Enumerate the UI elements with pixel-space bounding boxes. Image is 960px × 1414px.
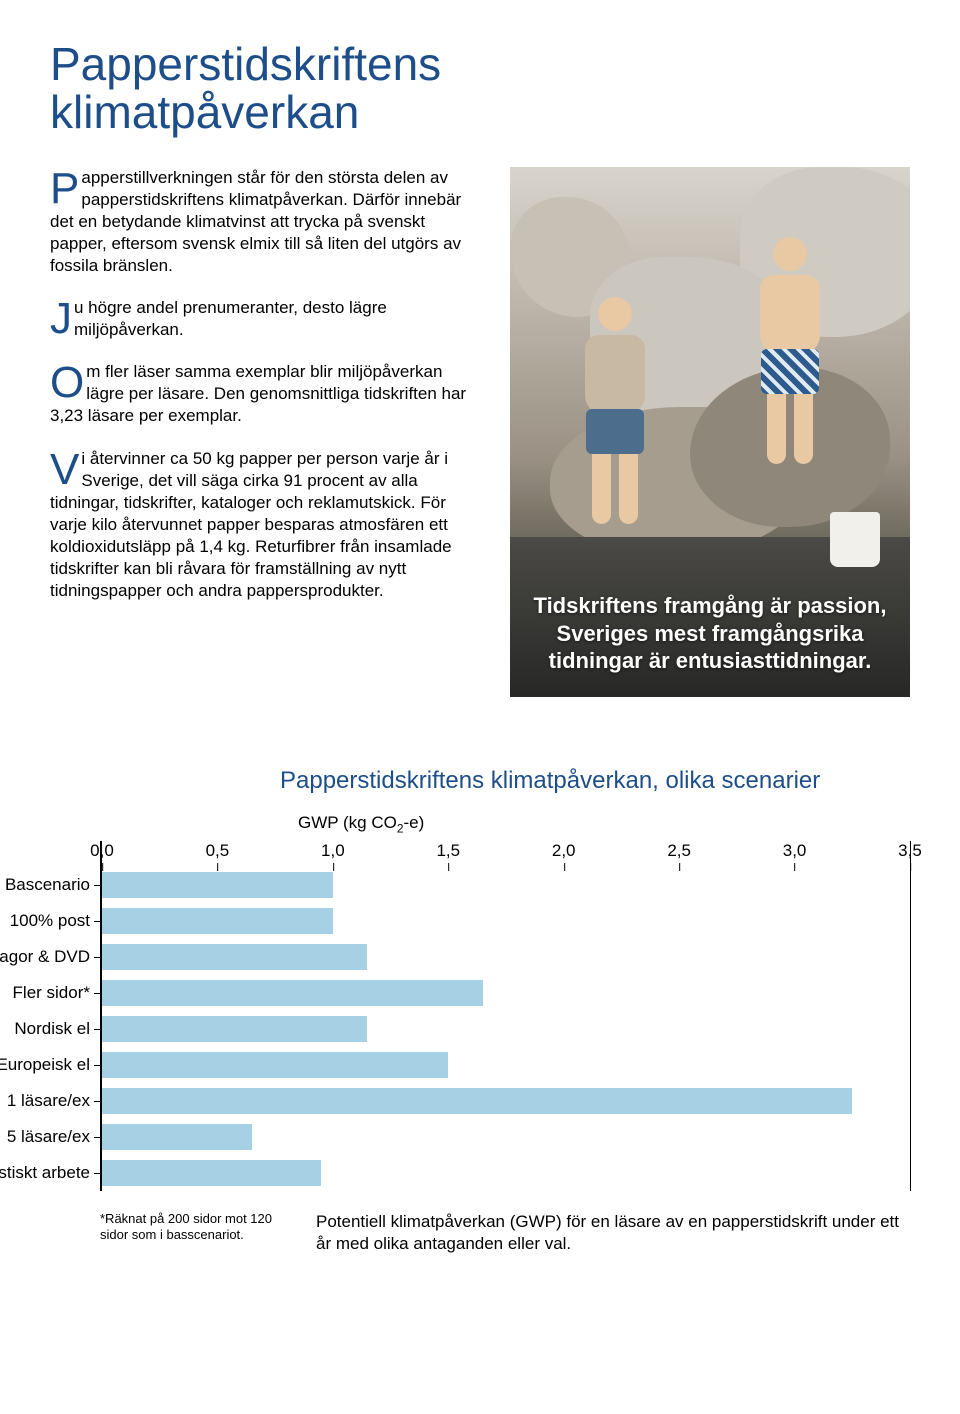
chart-x-tick-label: 3,0 (783, 841, 807, 861)
two-column-layout: Papperstillverkningen står för den störs… (50, 167, 910, 697)
chart-y-axis-label: GWP (kg CO2-e) (100, 813, 910, 835)
child-figure (570, 297, 660, 517)
chart-bar (102, 1016, 367, 1042)
chart-bar-label: Fler sidor* (13, 983, 102, 1003)
chart-bar-row: Bascenario (102, 867, 910, 903)
chart-plot: 0,00,51,01,52,02,53,03,5 Bascenario100% … (100, 841, 910, 1191)
chart-bar-label: Utan journalistiskt arbete (0, 1163, 102, 1183)
photo-column: Tidskriftens framgång är passion, Sverig… (510, 167, 910, 697)
chart-bars: Bascenario100% postMed bilagor & DVDFler… (102, 867, 910, 1191)
chart-bar-row: Med bilagor & DVD (102, 939, 910, 975)
chart-x-tick-label: 1,0 (321, 841, 345, 861)
page-title: Papperstidskriftensklimatpåverkan (50, 40, 910, 137)
chart-bar-label: Nordisk el (14, 1019, 102, 1039)
chart-description: Potentiell klimatpåverkan (GWP) för en l… (316, 1211, 910, 1255)
chart-bar (102, 1124, 252, 1150)
body-paragraph: Ju högre andel prenumeranter, desto lägr… (50, 297, 480, 341)
chart-bar-label: 100% post (10, 911, 102, 931)
chart-bar (102, 944, 367, 970)
chart-title: Papperstidskriftens klimatpåverkan, olik… (280, 767, 910, 795)
chart-bar-row: Utan journalistiskt arbete (102, 1155, 910, 1191)
chart-footnote: *Räknat på 200 sidor mot 120 sidor som i… (100, 1211, 300, 1244)
dropcap: O (50, 364, 84, 401)
chart-bar (102, 980, 483, 1006)
body-paragraph: Om fler läser samma exemplar blir miljöp… (50, 361, 480, 427)
chart-x-ticks: 0,00,51,01,52,02,53,03,5 (102, 841, 910, 867)
chart-bar-label: 5 läsare/ex (7, 1127, 102, 1147)
dropcap: P (50, 170, 79, 207)
body-paragraph: Vi återvinner ca 50 kg papper per person… (50, 448, 480, 603)
chart-bar (102, 872, 333, 898)
chart-bar-label: Bascenario (5, 875, 102, 895)
chart-x-tick-label: 0,0 (90, 841, 114, 861)
chart-bar-row: 5 läsare/ex (102, 1119, 910, 1155)
chart-bar-label: 1 läsare/ex (7, 1091, 102, 1111)
chart-x-tick-label: 2,5 (667, 841, 691, 861)
chart-x-tick-label: 2,0 (552, 841, 576, 861)
chart-bar (102, 908, 333, 934)
chart-bar-row: Europeisk el (102, 1047, 910, 1083)
chart-bar (102, 1052, 448, 1078)
dropcap: J (50, 300, 72, 337)
children-on-rocks-photo: Tidskriftens framgång är passion, Sverig… (510, 167, 910, 697)
child-figure (720, 237, 860, 497)
photo-caption: Tidskriftens framgång är passion, Sverig… (532, 592, 888, 675)
chart-axis-end-tick (910, 841, 911, 1191)
chart-bar (102, 1088, 852, 1114)
white-bag (830, 512, 880, 567)
chart-bar-row: Fler sidor* (102, 975, 910, 1011)
chart-x-tick-label: 0,5 (206, 841, 230, 861)
chart-bar-row: 1 läsare/ex (102, 1083, 910, 1119)
chart-bar-row: 100% post (102, 903, 910, 939)
body-paragraph: Papperstillverkningen står för den störs… (50, 167, 480, 277)
body-text-column: Papperstillverkningen står för den störs… (50, 167, 480, 697)
chart-x-tick-label: 1,5 (436, 841, 460, 861)
chart-bar (102, 1160, 321, 1186)
chart-section: Papperstidskriftens klimatpåverkan, olik… (50, 767, 910, 1256)
chart-bar-label: Med bilagor & DVD (0, 947, 102, 967)
chart-bar-label: Europeisk el (0, 1055, 102, 1075)
dropcap: V (50, 451, 79, 488)
chart-bar-row: Nordisk el (102, 1011, 910, 1047)
